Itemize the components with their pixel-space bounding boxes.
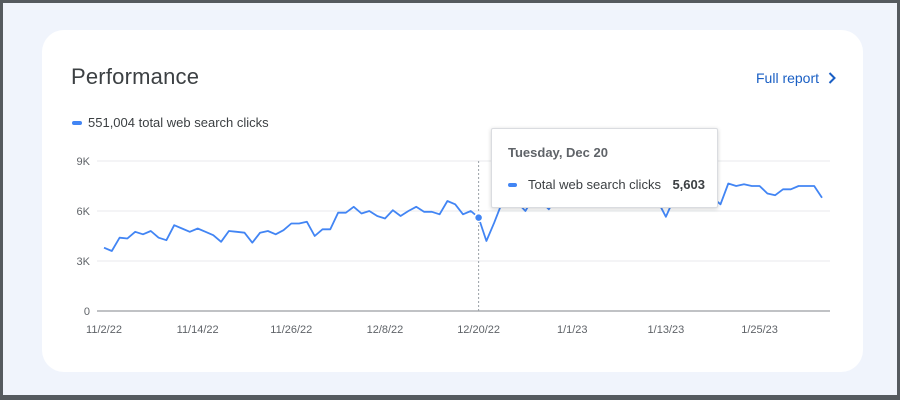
- x-tick-label: 12/8/22: [367, 324, 404, 336]
- data-point[interactable]: [242, 230, 247, 235]
- data-point[interactable]: [773, 193, 778, 198]
- x-tick-label: 11/26/22: [270, 324, 312, 336]
- data-point[interactable]: [382, 216, 387, 221]
- data-point[interactable]: [804, 184, 809, 189]
- data-point[interactable]: [102, 245, 107, 250]
- chart-tooltip: Tuesday, Dec 20 Total web search clicks …: [491, 128, 718, 208]
- data-point[interactable]: [414, 204, 419, 209]
- data-point[interactable]: [281, 228, 286, 233]
- data-point[interactable]: [757, 184, 762, 189]
- chevron-right-icon: [828, 72, 836, 84]
- x-tick-label: 11/2/22: [86, 324, 122, 336]
- data-point[interactable]: [406, 209, 411, 214]
- data-point[interactable]: [304, 219, 309, 224]
- data-point[interactable]: [461, 212, 466, 217]
- data-point[interactable]: [219, 239, 224, 244]
- x-tick-label: 11/14/22: [177, 324, 219, 336]
- data-point[interactable]: [421, 209, 426, 214]
- data-point[interactable]: [265, 229, 270, 234]
- data-point[interactable]: [336, 210, 341, 215]
- data-point[interactable]: [203, 229, 208, 234]
- data-point[interactable]: [148, 229, 153, 234]
- data-point[interactable]: [312, 234, 317, 239]
- tooltip-value: 5,603: [672, 177, 705, 192]
- data-point[interactable]: [453, 202, 458, 207]
- legend-label: 551,004 total web search clicks: [88, 115, 269, 130]
- data-point[interactable]: [429, 209, 434, 214]
- data-point[interactable]: [437, 212, 442, 217]
- data-point[interactable]: [749, 184, 754, 189]
- data-point[interactable]: [320, 227, 325, 232]
- data-point[interactable]: [164, 238, 169, 243]
- x-tick-label: 1/1/23: [557, 324, 588, 336]
- data-point[interactable]: [468, 209, 473, 214]
- data-point[interactable]: [812, 184, 817, 189]
- full-report-link[interactable]: Full report: [756, 70, 836, 86]
- highlighted-point[interactable]: [473, 212, 484, 223]
- data-point[interactable]: [211, 233, 216, 238]
- data-point[interactable]: [258, 230, 263, 235]
- data-point[interactable]: [343, 210, 348, 215]
- data-point[interactable]: [156, 235, 161, 240]
- card-title: Performance: [71, 64, 200, 89]
- data-point[interactable]: [765, 191, 770, 196]
- data-point[interactable]: [195, 226, 200, 231]
- data-point[interactable]: [109, 249, 114, 254]
- y-tick-label: 0: [84, 306, 90, 318]
- data-point[interactable]: [398, 214, 403, 219]
- data-point[interactable]: [796, 184, 801, 189]
- data-point[interactable]: [788, 187, 793, 192]
- data-point[interactable]: [718, 202, 723, 207]
- tooltip-swatch: [508, 182, 517, 187]
- tooltip-date: Tuesday, Dec 20: [508, 145, 608, 160]
- data-point[interactable]: [741, 182, 746, 187]
- data-point[interactable]: [359, 211, 364, 216]
- y-tick-label: 6K: [77, 206, 91, 218]
- full-report-label: Full report: [756, 70, 820, 86]
- x-tick-label: 1/25/23: [741, 324, 778, 336]
- data-point[interactable]: [390, 208, 395, 213]
- data-point[interactable]: [273, 232, 278, 237]
- data-point[interactable]: [133, 229, 138, 234]
- x-tick-label: 1/13/23: [648, 324, 685, 336]
- data-point[interactable]: [297, 221, 302, 226]
- y-tick-label: 3K: [77, 256, 91, 268]
- tooltip-series-label: Total web search clicks: [528, 177, 661, 192]
- data-point[interactable]: [663, 214, 668, 219]
- data-point[interactable]: [351, 204, 356, 209]
- data-point[interactable]: [250, 240, 255, 245]
- data-point[interactable]: [523, 209, 528, 214]
- data-point[interactable]: [375, 214, 380, 219]
- data-point[interactable]: [484, 239, 489, 244]
- data-point[interactable]: [820, 195, 825, 200]
- performance-card: [42, 30, 863, 372]
- legend-swatch: [72, 120, 82, 125]
- data-point[interactable]: [726, 181, 731, 186]
- y-tick-label: 9K: [77, 156, 91, 168]
- data-point[interactable]: [141, 232, 146, 237]
- data-point[interactable]: [125, 236, 130, 241]
- data-point[interactable]: [226, 229, 231, 234]
- data-point[interactable]: [234, 229, 239, 234]
- data-point[interactable]: [328, 227, 333, 232]
- gridlines: [97, 160, 830, 312]
- data-point[interactable]: [734, 184, 739, 189]
- data-point[interactable]: [445, 199, 450, 204]
- data-point[interactable]: [187, 229, 192, 234]
- data-point[interactable]: [117, 235, 122, 240]
- x-tick-label: 12/20/22: [457, 324, 500, 336]
- data-point[interactable]: [367, 209, 372, 214]
- axis-labels: 0 3K 6K 9K 11/2/22 11/14/22 11/26/22 12/8/22 12/…: [77, 156, 778, 336]
- data-point[interactable]: [172, 223, 177, 228]
- data-point[interactable]: [780, 187, 785, 192]
- chart-legend[interactable]: 551,004 total web search clicks: [72, 115, 269, 130]
- data-point[interactable]: [289, 221, 294, 226]
- data-point[interactable]: [180, 226, 185, 231]
- data-point[interactable]: [492, 220, 497, 225]
- tooltip-row: Total web search clicks 5,603: [508, 177, 705, 192]
